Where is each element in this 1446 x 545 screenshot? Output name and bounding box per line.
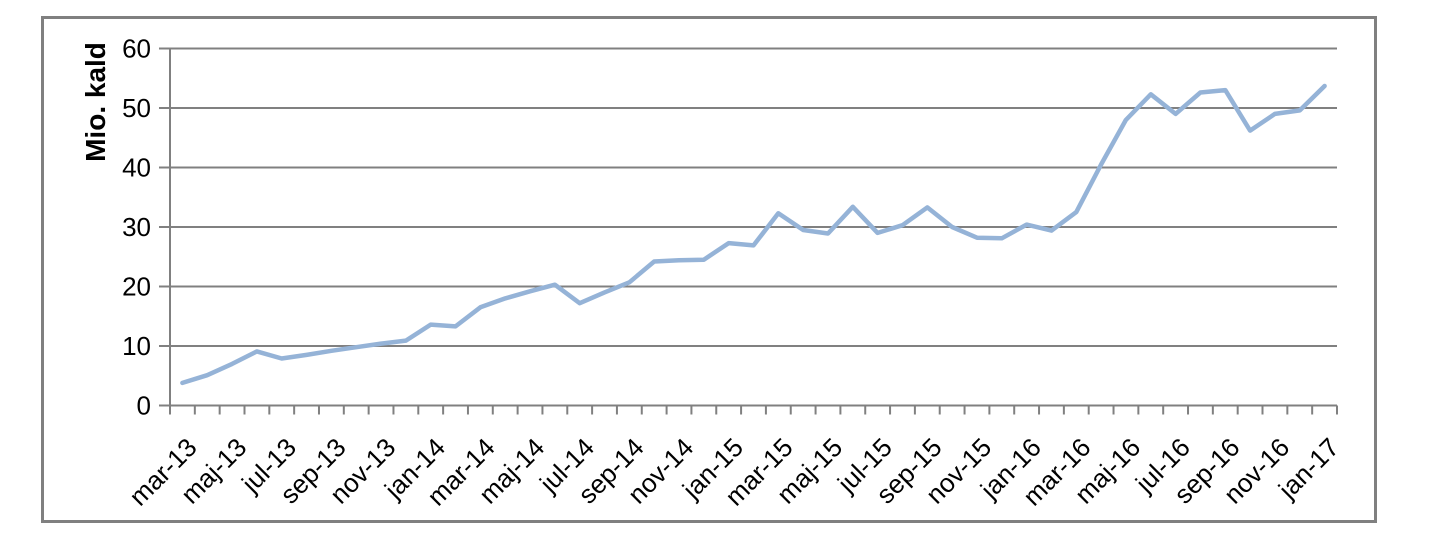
- y-tick-label: 50: [122, 93, 151, 123]
- y-axis-title: Mio. kald: [80, 42, 111, 162]
- y-tick-label: 10: [122, 331, 151, 361]
- y-tick-label: 0: [137, 391, 151, 421]
- y-tick-label: 60: [122, 34, 151, 64]
- chart-frame: 0 10 20 30 40 50 60 mar-13 maj-13 jul-13 sep-13 nov…: [41, 16, 1377, 523]
- y-tick-label: 40: [122, 153, 151, 183]
- series-line: [180, 83, 1327, 386]
- line-chart-svg: 0102030405060mar-13maj-13jul-13sep-13nov…: [80, 34, 1345, 512]
- y-tick-label: 20: [122, 272, 151, 302]
- y-tick-label: 30: [122, 212, 151, 242]
